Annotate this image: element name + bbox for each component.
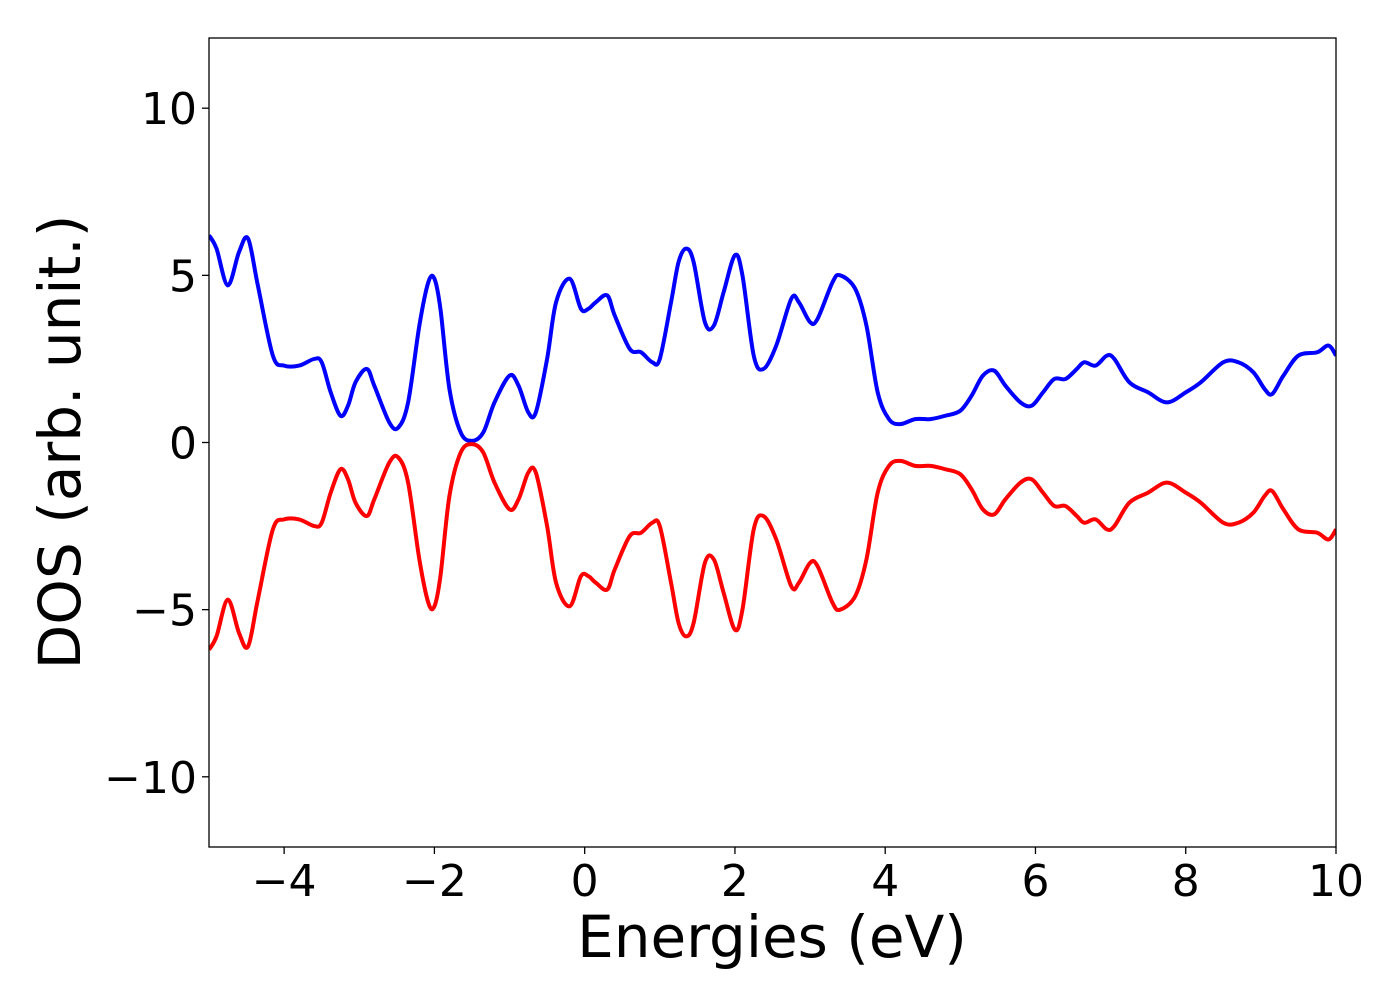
series-layer	[209, 234, 1336, 651]
x-tick-label: 6	[1021, 856, 1049, 907]
x-axis-ticks: −4 −2 0 2 4 6 8 10	[252, 847, 1364, 907]
x-tick-label: 10	[1308, 856, 1364, 907]
x-tick-label: 2	[721, 856, 749, 907]
x-tick-label: −4	[252, 856, 317, 907]
y-tick-label: 10	[141, 84, 197, 135]
dos-series-line-red	[209, 442, 1336, 651]
y-axis-ticks: −10 −5 0 5 10	[104, 84, 209, 804]
x-tick-label: 8	[1172, 856, 1200, 907]
plot-background	[209, 38, 1336, 847]
y-tick-label: −5	[132, 586, 197, 637]
dos-series-line-blue	[209, 234, 1336, 443]
x-tick-label: −2	[402, 856, 467, 907]
y-axis-label: DOS (arb. unit.)	[26, 215, 94, 670]
y-tick-label: −10	[104, 753, 197, 804]
y-tick-label: 0	[169, 419, 197, 470]
x-axis-label: Energies (eV)	[577, 903, 967, 971]
x-tick-label: 0	[571, 856, 599, 907]
y-tick-label: 5	[169, 251, 197, 302]
x-tick-label: 4	[871, 856, 899, 907]
